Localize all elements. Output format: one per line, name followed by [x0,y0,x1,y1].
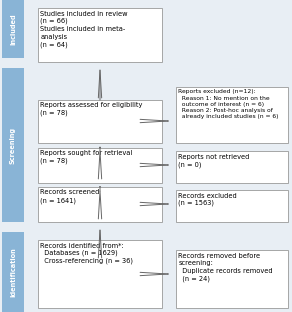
Bar [38,240,162,308]
Bar [2,232,24,312]
Bar [38,100,162,143]
Bar [176,87,288,143]
Text: Screening: Screening [10,126,16,163]
Text: Records removed before
screening:
  Duplicate records removed
  (n = 24): Records removed before screening: Duplic… [178,252,273,281]
Text: Reports excluded (n=12):
  Reason 1: No mention on the
  outcome of interest (n : Reports excluded (n=12): Reason 1: No me… [178,90,279,119]
Text: Studies included in review
(n = 66)
Studies included in meta-
analysis
(n = 64): Studies included in review (n = 66) Stud… [41,11,128,47]
Bar [176,250,288,308]
Text: Records screened
(n = 1641): Records screened (n = 1641) [41,189,100,203]
Bar [38,8,162,62]
Text: Reports not retrieved
(n = 0): Reports not retrieved (n = 0) [178,154,250,168]
Text: Reports assessed for eligibility
(n = 78): Reports assessed for eligibility (n = 78… [41,103,143,116]
Text: Included: Included [10,13,16,45]
Bar [2,0,24,58]
Bar [176,151,288,183]
Bar [2,68,24,222]
Text: Reports sought for retrieval
(n = 78): Reports sought for retrieval (n = 78) [41,150,133,164]
Bar [38,187,162,222]
Text: Records identified from*:
  Databases (n = 1629)
  Cross-referencing (n = 36): Records identified from*: Databases (n =… [41,242,133,265]
Bar [38,148,162,183]
Bar [176,190,288,222]
Text: Records excluded
(n = 1563): Records excluded (n = 1563) [178,193,237,207]
Text: Identification: Identification [10,247,16,297]
